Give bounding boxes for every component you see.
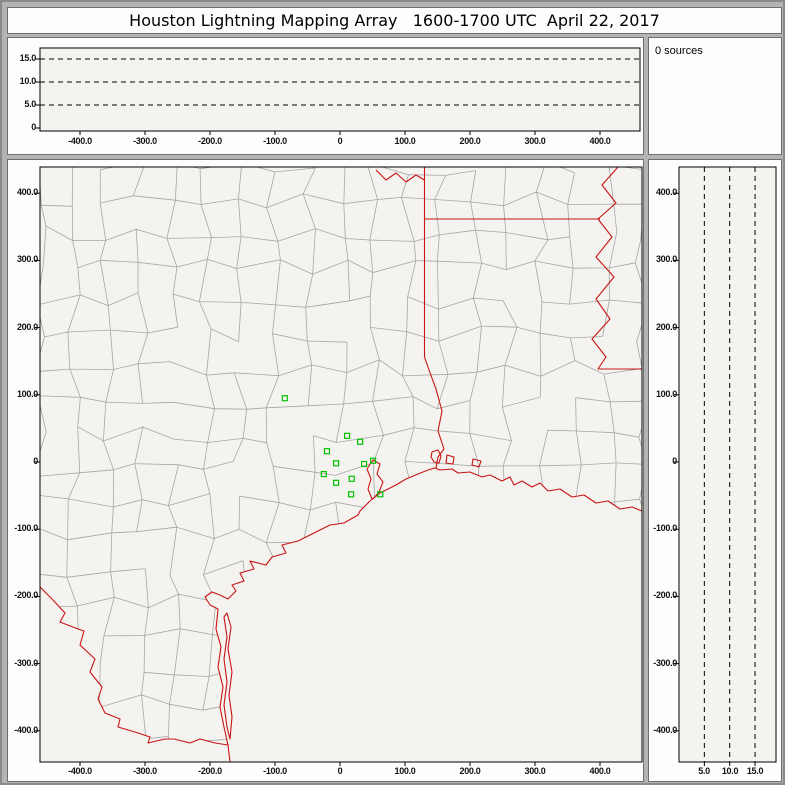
x-tick-label: 400.0 (589, 766, 611, 776)
x-tick-label: 200.0 (459, 136, 481, 146)
y-tick-label: -300.0 (14, 658, 38, 668)
y-tick-label: 300.0 (16, 254, 38, 264)
padre-island (223, 612, 233, 740)
y-tick-label: 200.0 (16, 322, 38, 332)
y-tick-label: -400.0 (653, 725, 677, 735)
x-tick-label: -200.0 (198, 136, 222, 146)
y-tick-label: 400.0 (655, 187, 677, 197)
x-tick-label: -300.0 (133, 136, 157, 146)
x-tick-label: 5.0 (698, 766, 710, 776)
grand-lake (471, 458, 482, 468)
histogram-panel[interactable]: 0 sources (648, 37, 782, 155)
y-tick-label: 5.0 (24, 99, 36, 109)
alt-ns-plot-area[interactable] (649, 160, 781, 781)
x-tick-label: -300.0 (133, 766, 157, 776)
y-tick-label: -300.0 (653, 658, 677, 668)
sabine-lake (430, 449, 442, 464)
sources-count-label: 0 sources (655, 45, 703, 57)
x-tick-label: -100.0 (263, 766, 287, 776)
y-tick-label: 10.0 (19, 76, 37, 86)
y-tick-label: 0 (672, 456, 677, 466)
x-tick-label: 200.0 (459, 766, 481, 776)
title-bar: Houston Lightning Mapping Array 1600-170… (7, 7, 782, 34)
y-tick-label: 0 (33, 456, 38, 466)
x-tick-label: 100.0 (394, 766, 416, 776)
x-tick-label: 400.0 (589, 136, 611, 146)
map-panel: 400.0 300.0 200.0 100.0 0 -100.0 -200.0 … (7, 159, 644, 782)
state-borders (39, 166, 643, 763)
gulf-coastline (204, 467, 643, 746)
y-tick-label: 100.0 (655, 389, 677, 399)
calcasieu-lake (445, 454, 455, 465)
x-tick-label: 100.0 (394, 136, 416, 146)
alt-ew-panel: 15.0 10.0 5.0 0 -400.0 -300.0 -200.0 -10… (7, 37, 644, 155)
y-tick-label: -100.0 (653, 523, 677, 533)
alt-ew-plot-background (40, 48, 640, 131)
map-background (40, 167, 642, 762)
mississippi-river-border (591, 166, 642, 370)
y-tick-label: -100.0 (14, 523, 38, 533)
y-tick-label: 100.0 (16, 389, 38, 399)
window-title: Houston Lightning Mapping Array 1600-170… (129, 11, 660, 30)
x-tick-label: -100.0 (263, 136, 287, 146)
y-tick-label: 0 (31, 122, 36, 132)
x-tick-label: 15.0 (746, 766, 764, 776)
alt-ns-panel: 400.0 300.0 200.0 100.0 0 -100.0 -200.0 … (648, 159, 782, 782)
alt-ew-plot-area[interactable] (8, 38, 643, 154)
y-tick-label: 400.0 (16, 187, 38, 197)
alt-ns-plot-border (678, 166, 777, 763)
x-tick-label: -400.0 (68, 766, 92, 776)
y-tick-label: -200.0 (14, 590, 38, 600)
y-tick-label: 15.0 (19, 53, 37, 63)
y-tick-label: 200.0 (655, 322, 677, 332)
y-tick-label: -200.0 (653, 590, 677, 600)
x-tick-label: -200.0 (198, 766, 222, 776)
x-tick-label: 0 (337, 766, 343, 776)
x-tick-label: 10.0 (721, 766, 739, 776)
x-tick-label: 300.0 (524, 136, 546, 146)
x-tick-label: 300.0 (524, 766, 546, 776)
x-tick-label: 0 (337, 136, 343, 146)
y-tick-label: -400.0 (14, 725, 38, 735)
map-plot-area[interactable] (8, 160, 643, 781)
map-plot-border (39, 166, 643, 763)
rio-grande-border (39, 586, 231, 763)
red-river-border (375, 169, 425, 183)
y-tick-label: 300.0 (655, 254, 677, 264)
lma-stations (281, 395, 384, 498)
x-tick-label: -400.0 (68, 136, 92, 146)
alt-ns-plot-background (679, 167, 776, 762)
sabine-river-border (423, 356, 445, 469)
